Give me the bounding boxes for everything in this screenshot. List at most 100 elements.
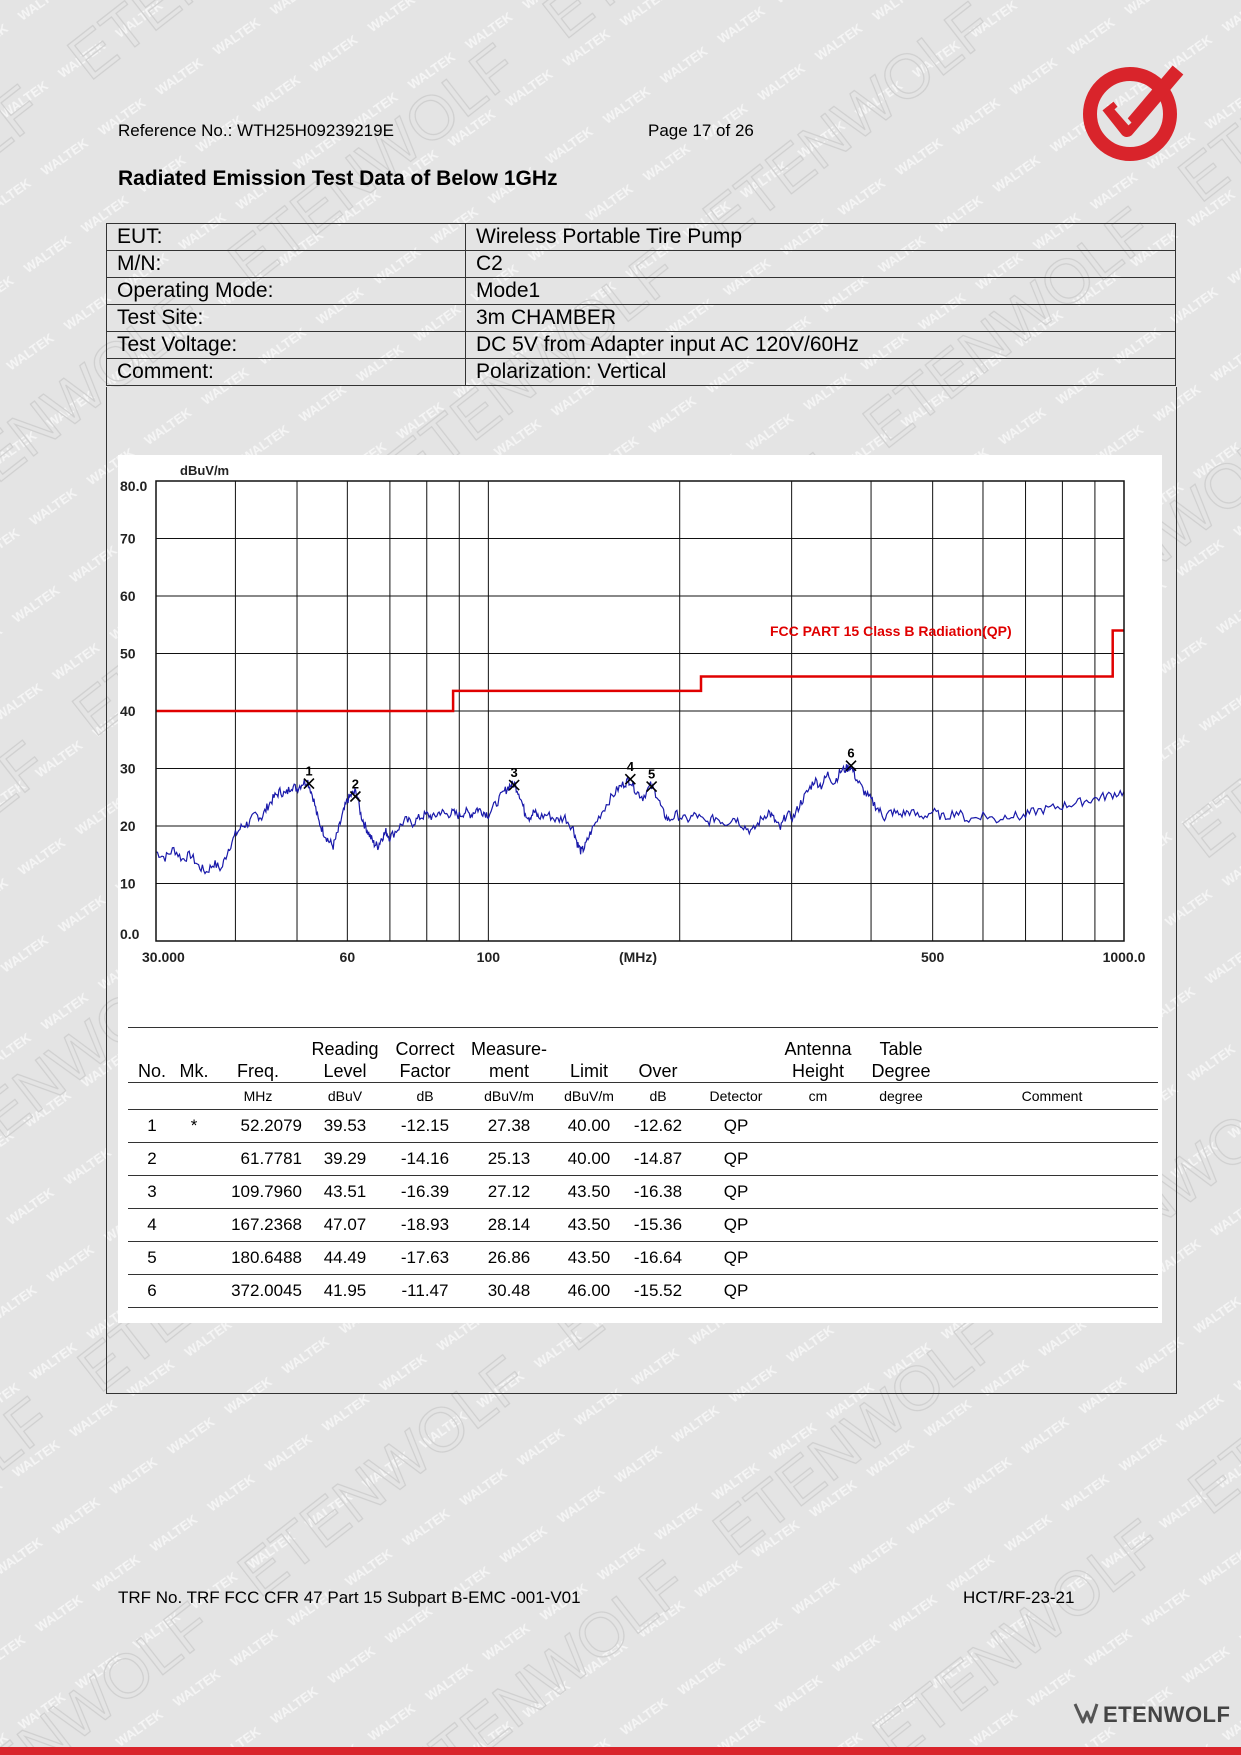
y-tick-label: 50: [120, 646, 136, 662]
cell-detector: QP: [692, 1175, 780, 1209]
cell-reading: 41.95: [304, 1274, 386, 1308]
y-tick-label: 0.0: [120, 926, 140, 942]
info-row: Test Site: 3m CHAMBER: [106, 304, 1176, 332]
cell-factor: -11.47: [386, 1274, 464, 1308]
cell-over: -15.52: [624, 1274, 692, 1308]
x-tick-label: 60: [340, 949, 356, 965]
cell-limit: 43.50: [554, 1175, 624, 1209]
trf-number: TRF No. TRF FCC CFR 47 Part 15 Subpart B…: [118, 1588, 581, 1607]
col-header: Freq.: [212, 1027, 304, 1083]
cell-measurement: 28.14: [464, 1208, 554, 1242]
footer-accent-bar: [0, 1747, 1241, 1755]
table-row: 2 61.7781 39.29 -14.16 25.13 40.00 -14.8…: [128, 1142, 1158, 1176]
limit-line-label: FCC PART 15 Class B Radiation(QP): [770, 623, 1012, 639]
table-row: 1 * 52.2079 39.53 -12.15 27.38 40.00 -12…: [128, 1109, 1158, 1143]
peak-marker-label: 6: [847, 746, 854, 761]
x-tick-label: 500: [921, 949, 945, 965]
cell-limit: 43.50: [554, 1241, 624, 1275]
col-header: Mk.: [176, 1027, 212, 1083]
unit-cell: dBuV/m: [554, 1082, 624, 1110]
cell-over: -16.38: [624, 1175, 692, 1209]
info-value: DC 5V from Adapter input AC 120V/60Hz: [465, 331, 1176, 359]
cell-mk: [176, 1175, 212, 1209]
cell-freq: 61.7781: [212, 1142, 304, 1176]
cell-factor: -17.63: [386, 1241, 464, 1275]
brand-mark-icon: [1073, 1703, 1099, 1724]
cell-no: 2: [128, 1142, 176, 1176]
info-label: Comment:: [106, 358, 466, 386]
cell-detector: QP: [692, 1241, 780, 1275]
unit-cell: dBuV/m: [464, 1082, 554, 1110]
peak-marker-label: 5: [648, 767, 655, 782]
peak-marker-label: 3: [511, 765, 518, 780]
info-label: Operating Mode:: [106, 277, 466, 305]
info-label: M/N:: [106, 250, 466, 278]
info-row: EUT: Wireless Portable Tire Pump: [106, 223, 1176, 251]
cell-freq: 52.2079: [212, 1109, 304, 1143]
cell-reading: 39.29: [304, 1142, 386, 1176]
results-table: No. Mk. Freq. Reading Level Correct Fact…: [128, 1027, 1158, 1308]
unit-cell: dBuV: [304, 1082, 386, 1110]
cell-no: 3: [128, 1175, 176, 1209]
cell-over: -16.64: [624, 1241, 692, 1275]
col-header: [946, 1027, 1158, 1083]
cell-freq: 372.0045: [212, 1274, 304, 1308]
col-header: Measure- ment: [464, 1027, 554, 1083]
page-title: Radiated Emission Test Data of Below 1GH…: [118, 167, 558, 190]
info-value: 3m CHAMBER: [465, 304, 1176, 332]
cell-measurement: 30.48: [464, 1274, 554, 1308]
x-tick-label: 30.000: [142, 949, 185, 965]
reference-number: Reference No.: WTH25H09239219E: [118, 121, 394, 140]
chart-panel: 80.0 70 60 50 40 30 20 10 0.0 dBuV/m 30.000 60 100 50…: [118, 455, 1162, 1323]
unit-cell: Comment: [946, 1082, 1158, 1110]
unit-cell: dB: [624, 1082, 692, 1110]
col-header: [692, 1027, 780, 1083]
col-header: No.: [128, 1027, 176, 1083]
cell-limit: 43.50: [554, 1208, 624, 1242]
y-tick-label: 80.0: [120, 478, 147, 494]
unit-cell: MHz: [212, 1082, 304, 1110]
results-header-row: No. Mk. Freq. Reading Level Correct Fact…: [128, 1027, 1158, 1083]
col-header: Over: [624, 1027, 692, 1083]
info-value: Polarization: Vertical: [465, 358, 1176, 386]
table-row: 5 180.6488 44.49 -17.63 26.86 43.50 -16.…: [128, 1241, 1158, 1275]
info-label: Test Voltage:: [106, 331, 466, 359]
cell-mk: *: [176, 1109, 212, 1143]
y-tick-label: 40: [120, 703, 136, 719]
cell-detector: QP: [692, 1109, 780, 1143]
peak-marker: [508, 779, 520, 791]
peak-marker-label: 2: [352, 777, 359, 792]
cell-reading: 47.07: [304, 1208, 386, 1242]
x-tick-label: 100: [477, 949, 501, 965]
cell-over: -14.87: [624, 1142, 692, 1176]
unit-cell: [176, 1082, 212, 1110]
cell-no: 5: [128, 1241, 176, 1275]
cell-measurement: 27.12: [464, 1175, 554, 1209]
cell-factor: -12.15: [386, 1109, 464, 1143]
peak-marker-label: 1: [305, 764, 312, 779]
cell-reading: 39.53: [304, 1109, 386, 1143]
info-row: M/N: C2: [106, 250, 1176, 278]
peak-marker: [349, 790, 361, 803]
cell-over: -15.36: [624, 1208, 692, 1242]
page-number: Page 17 of 26: [648, 121, 754, 140]
cell-reading: 44.49: [304, 1241, 386, 1275]
emission-chart: 80.0 70 60 50 40 30 20 10 0.0 dBuV/m 30.000 60 100 50…: [120, 463, 1146, 965]
peak-marker-label: 4: [627, 759, 635, 774]
cell-detector: QP: [692, 1208, 780, 1242]
cell-measurement: 26.86: [464, 1241, 554, 1275]
limit-line: [156, 629, 1124, 713]
y-unit-label: dBuV/m: [180, 463, 229, 478]
cell-freq: 180.6488: [212, 1241, 304, 1275]
document-code: HCT/RF-23-21: [963, 1588, 1075, 1607]
y-tick-label: 60: [120, 588, 136, 604]
cell-detector: QP: [692, 1142, 780, 1176]
y-tick-label: 20: [120, 818, 136, 834]
measurement-trace: [155, 763, 1125, 875]
results-units-row: MHz dBuV dB dBuV/m dBuV/m dB Detector cm…: [128, 1082, 1158, 1110]
col-header: Reading Level: [304, 1027, 386, 1083]
col-header: Antenna Height: [780, 1027, 856, 1083]
y-tick-label: 30: [120, 761, 136, 777]
cell-over: -12.62: [624, 1109, 692, 1143]
cell-no: 4: [128, 1208, 176, 1242]
